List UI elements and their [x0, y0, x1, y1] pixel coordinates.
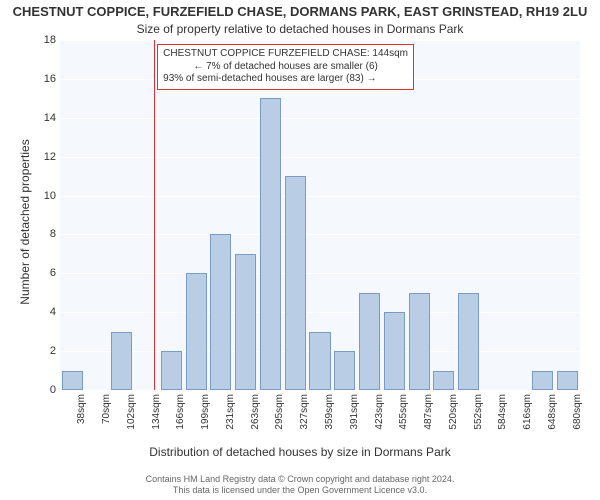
gridline — [60, 196, 580, 197]
ytick-label: 4 — [36, 306, 56, 318]
ytick-label: 14 — [36, 112, 56, 124]
x-axis-label: Distribution of detached houses by size … — [0, 445, 600, 459]
xtick-label: 423sqm — [374, 394, 385, 438]
gridline — [60, 312, 580, 313]
chart-subtitle: Size of property relative to detached ho… — [0, 22, 600, 36]
histogram-bar — [359, 293, 380, 390]
histogram-bar — [532, 371, 553, 390]
histogram-bar — [235, 254, 256, 390]
xtick-label: 134sqm — [151, 394, 162, 438]
xtick-label: 295sqm — [274, 394, 285, 438]
footer-line-1: Contains HM Land Registry data © Crown c… — [0, 474, 600, 485]
ytick-label: 0 — [36, 384, 56, 396]
histogram-bar — [557, 371, 578, 390]
histogram-bar — [309, 332, 330, 390]
reference-line — [154, 40, 155, 390]
ytick-label: 6 — [36, 267, 56, 279]
xtick-label: 680sqm — [572, 394, 583, 438]
histogram-bar — [210, 234, 231, 390]
footer-text: Contains HM Land Registry data © Crown c… — [0, 474, 600, 496]
xtick-label: 584sqm — [497, 394, 508, 438]
y-axis-label: Number of detached properties — [18, 122, 32, 322]
gridline — [60, 118, 580, 119]
xtick-label: 102sqm — [126, 394, 137, 438]
ytick-label: 2 — [36, 345, 56, 357]
annotation-box: CHESTNUT COPPICE FURZEFIELD CHASE: 144sq… — [157, 44, 414, 90]
ytick-label: 16 — [36, 73, 56, 85]
xtick-label: 70sqm — [101, 394, 112, 438]
histogram-bar — [384, 312, 405, 390]
histogram-bar — [111, 332, 132, 390]
histogram-bar — [260, 98, 281, 390]
histogram-bar — [186, 273, 207, 390]
xtick-label: 520sqm — [448, 394, 459, 438]
xtick-label: 327sqm — [299, 394, 310, 438]
annotation-line-2: ← 7% of detached houses are smaller (6) — [163, 61, 408, 74]
xtick-label: 391sqm — [349, 394, 360, 438]
ytick-label: 18 — [36, 34, 56, 46]
gridline — [60, 234, 580, 235]
xtick-label: 487sqm — [423, 394, 434, 438]
annotation-line-3: 93% of semi-detached houses are larger (… — [163, 73, 408, 86]
xtick-label: 166sqm — [175, 394, 186, 438]
histogram-bar — [433, 371, 454, 390]
gridline — [60, 390, 580, 391]
histogram-bar — [409, 293, 430, 390]
histogram-bar — [161, 351, 182, 390]
xtick-label: 552sqm — [473, 394, 484, 438]
xtick-label: 648sqm — [547, 394, 558, 438]
xtick-label: 38sqm — [76, 394, 87, 438]
histogram-bar — [62, 371, 83, 390]
gridline — [60, 273, 580, 274]
ytick-label: 12 — [36, 151, 56, 163]
xtick-label: 359sqm — [324, 394, 335, 438]
annotation-line-1: CHESTNUT COPPICE FURZEFIELD CHASE: 144sq… — [163, 48, 408, 61]
ytick-label: 8 — [36, 228, 56, 240]
xtick-label: 199sqm — [200, 394, 211, 438]
gridline — [60, 157, 580, 158]
xtick-label: 231sqm — [225, 394, 236, 438]
chart-container: CHESTNUT COPPICE, FURZEFIELD CHASE, DORM… — [0, 0, 600, 500]
plot-area: CHESTNUT COPPICE FURZEFIELD CHASE: 144sq… — [60, 40, 580, 390]
gridline — [60, 40, 580, 41]
histogram-bar — [334, 351, 355, 390]
xtick-label: 263sqm — [250, 394, 261, 438]
xtick-label: 616sqm — [522, 394, 533, 438]
footer-line-2: This data is licensed under the Open Gov… — [0, 485, 600, 496]
xtick-label: 455sqm — [398, 394, 409, 438]
ytick-label: 10 — [36, 190, 56, 202]
histogram-bar — [458, 293, 479, 390]
chart-title: CHESTNUT COPPICE, FURZEFIELD CHASE, DORM… — [0, 4, 600, 19]
histogram-bar — [285, 176, 306, 390]
